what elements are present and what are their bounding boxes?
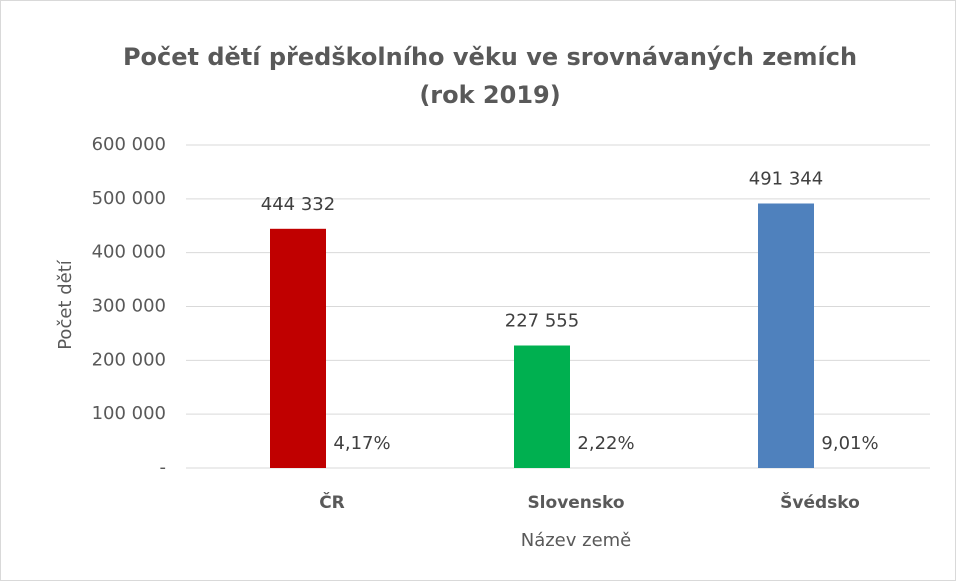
data-label: 4,17% (333, 433, 390, 454)
y-tick-label: 400 000 (92, 242, 166, 263)
x-tick-label: ČR (319, 491, 345, 513)
y-tick-label: 100 000 (92, 403, 166, 424)
data-label: 444 332 (261, 194, 335, 215)
x-tick-label: Slovensko (527, 493, 624, 513)
data-label: 2,22% (577, 433, 634, 454)
y-tick-label: 500 000 (92, 188, 166, 209)
y-tick-label: 300 000 (92, 296, 166, 317)
y-tick-label: 200 000 (92, 349, 166, 370)
data-label: 491 344 (749, 168, 823, 189)
x-tick-label: Švédsko (780, 491, 860, 513)
x-axis-label: Název země (521, 530, 632, 551)
bar (758, 203, 814, 468)
chart-title: (rok 2019) (419, 81, 560, 109)
data-label: 9,01% (821, 433, 878, 454)
bar (514, 345, 570, 468)
data-label: 227 555 (505, 310, 579, 331)
bar (270, 228, 326, 468)
y-tick-label: 600 000 (92, 134, 166, 155)
y-axis-label: Počet dětí (55, 259, 76, 350)
chart-title: Počet dětí předškolního věku ve srovnáva… (123, 43, 857, 71)
y-tick-label: - (160, 457, 167, 478)
